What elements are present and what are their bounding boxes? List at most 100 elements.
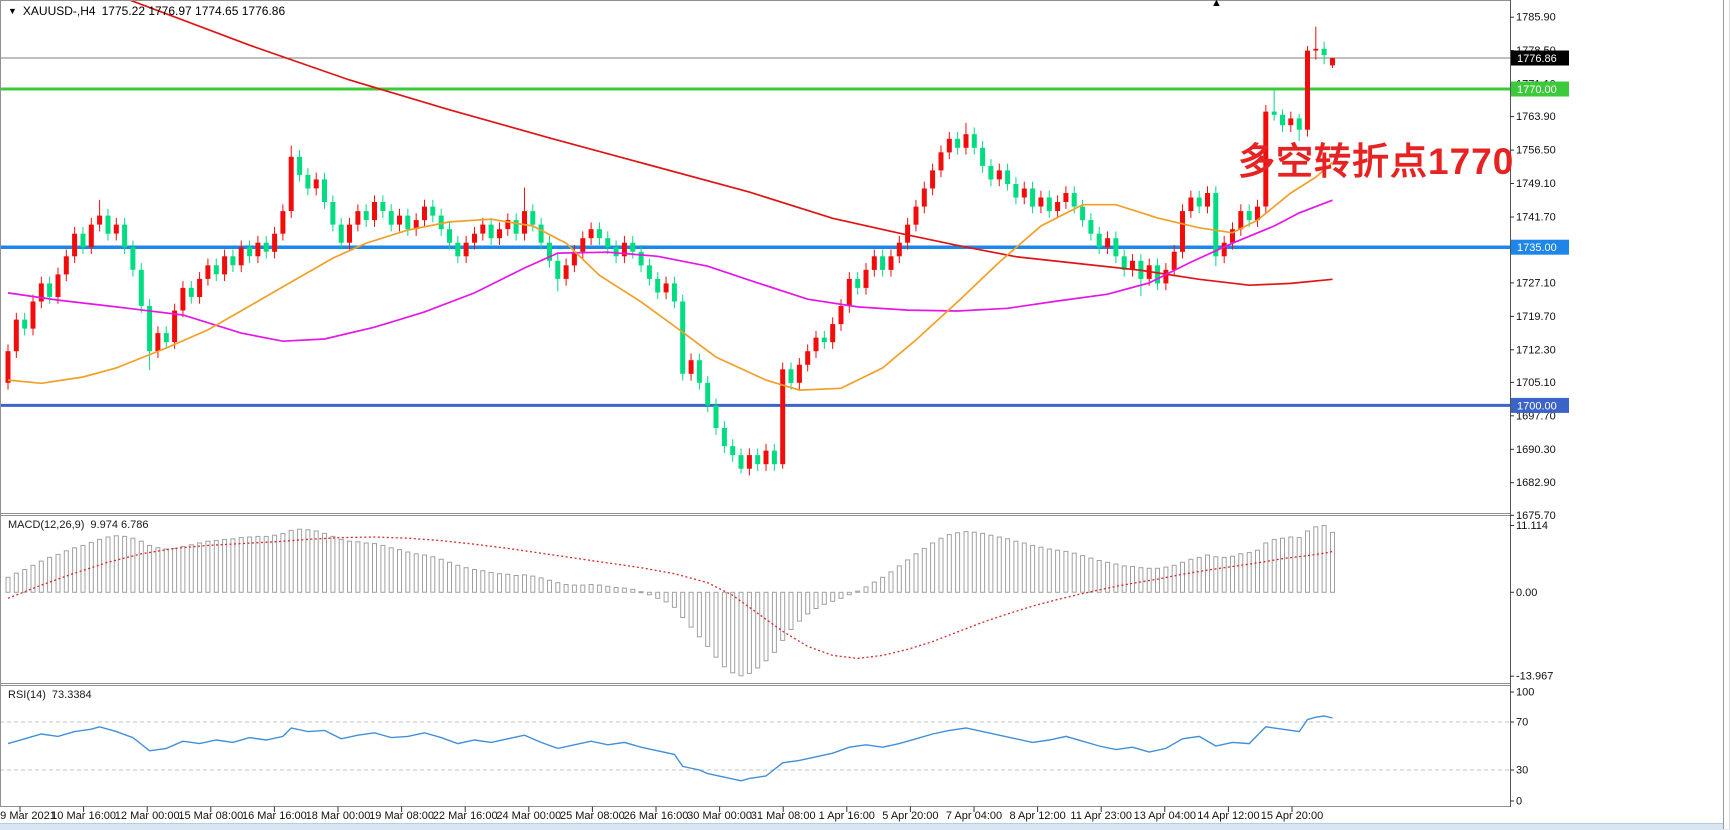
macd-bar: [38, 560, 44, 593]
candle-body: [1221, 242, 1227, 257]
candle-body: [1263, 111, 1269, 207]
rsi-panel-label: RSI(14) 73.3384: [8, 689, 92, 701]
current-price-badge-text: 1776.86: [1517, 53, 1557, 65]
time-axis-label: 7 Apr 04:00: [945, 810, 1003, 822]
price-badges: 1776.86 1770.00 1735.00 1700.00: [1511, 50, 1569, 413]
macd-bar: [1221, 556, 1227, 593]
macd-bar: [230, 538, 236, 593]
macd-bar: [13, 572, 19, 593]
macd-bar: [1105, 561, 1111, 593]
candle-body: [571, 251, 577, 266]
candle-body: [688, 360, 694, 374]
rsi-axis-label: 30: [1516, 765, 1528, 777]
macd-bar: [596, 584, 602, 593]
macd-bar: [72, 547, 78, 593]
macd-bar: [322, 532, 327, 593]
window-right-edge[interactable]: [1723, 0, 1730, 829]
candle-body: [547, 242, 552, 261]
macd-bar: [871, 581, 877, 593]
chart-title: ▼ XAUUSD-,H4 1775.22 1776.97 1774.65 177…: [8, 4, 285, 18]
candle-body: [505, 220, 511, 230]
candle-body: [1288, 118, 1294, 126]
candle-body: [1255, 206, 1260, 221]
candle-body: [563, 265, 569, 279]
macd-bar: [996, 536, 1002, 593]
price-axis-label: 1785.90: [1516, 12, 1556, 24]
macd-bar: [263, 535, 269, 593]
candlesticks: [5, 26, 1335, 476]
rsi-indicator-name: RSI(14): [8, 689, 46, 701]
symbol-timeframe-label: XAUUSD-,H4: [22, 4, 96, 18]
candle-body: [338, 224, 344, 243]
macd-bar: [1005, 538, 1011, 593]
candle-body: [796, 364, 802, 383]
macd-bar: [497, 573, 502, 593]
candle-body: [147, 306, 153, 352]
macd-bar: [1096, 560, 1102, 593]
macd-bar: [22, 569, 28, 593]
macd-bar: [905, 559, 911, 593]
candle-body: [5, 351, 11, 383]
time-axis-label: 15 Mar 08:00: [178, 810, 244, 822]
candle-body: [13, 319, 19, 352]
candle-body: [780, 369, 786, 465]
candle-body: [755, 455, 761, 465]
candle-body: [621, 242, 627, 257]
candle-body: [705, 382, 711, 406]
green-level-badge-text: 1770.00: [1517, 84, 1557, 96]
symbol-dropdown-icon[interactable]: ▼: [8, 5, 17, 16]
candle-body: [671, 283, 677, 302]
macd-bar: [738, 591, 744, 677]
candle-body: [996, 170, 1002, 180]
candle-body: [1005, 170, 1011, 184]
macd-bar: [988, 534, 994, 593]
candle-body: [355, 211, 361, 225]
candle-body: [522, 211, 527, 234]
navy-level-badge-text: 1700.00: [1517, 400, 1557, 412]
macd-bar: [671, 591, 677, 608]
candle-body: [821, 337, 827, 343]
candle-body: [447, 229, 452, 243]
candle-body: [347, 224, 352, 243]
candle-body: [1280, 114, 1285, 126]
macd-axis-label: 11.114: [1516, 520, 1548, 532]
candle-body: [405, 215, 411, 230]
macd-bar: [563, 584, 569, 593]
time-axis-label: 14 Apr 12:00: [1197, 810, 1260, 822]
macd-bar: [1063, 550, 1069, 593]
rsi-indicator-values: 73.3384: [51, 689, 92, 701]
macd-bar: [1121, 565, 1127, 593]
candle-body: [30, 301, 36, 329]
macd-bar: [1013, 540, 1019, 593]
macd-bar: [1113, 563, 1119, 593]
candle-body: [1196, 197, 1202, 207]
candle-body: [1271, 111, 1277, 115]
candle-body: [930, 170, 936, 189]
candle-body: [1021, 188, 1027, 198]
candle-body: [1330, 58, 1335, 66]
macd-bar: [721, 591, 727, 668]
candle-body: [788, 369, 794, 383]
candle-body: [197, 278, 203, 297]
macd-bar: [696, 591, 702, 638]
macd-bar: [305, 529, 311, 593]
macd-bar: [1213, 556, 1219, 593]
candle-body: [938, 152, 944, 171]
candle-body: [88, 224, 94, 248]
price-axis-label: 1712.30: [1516, 344, 1556, 356]
candle-body: [605, 238, 611, 248]
price-axis-label: 1741.70: [1516, 212, 1556, 224]
macd-bar: [122, 535, 128, 593]
navy-level-badge: [1511, 397, 1569, 413]
macd-bar: [855, 590, 861, 593]
macd-bar: [172, 547, 178, 593]
candle-body: [472, 233, 477, 243]
ma-medium-magenta-line: [7, 199, 1333, 343]
candle-body: [655, 278, 661, 293]
macd-bar: [955, 532, 961, 593]
rsi-axis-label: 100: [1516, 687, 1534, 699]
time-axis-label: 22 Mar 16:00: [432, 810, 498, 822]
candle-body: [63, 256, 69, 275]
macd-bar: [1180, 561, 1185, 593]
